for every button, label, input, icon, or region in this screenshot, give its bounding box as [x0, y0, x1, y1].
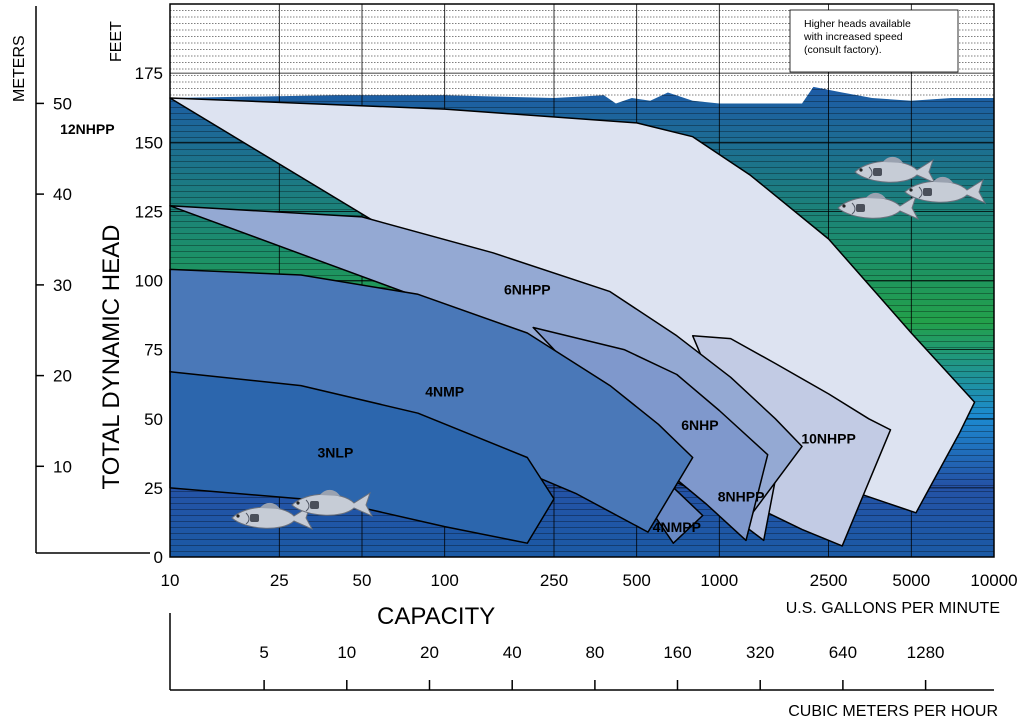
fish-icon	[231, 502, 314, 531]
x2-axis-unit: CUBIC METERS PER HOUR	[788, 703, 998, 720]
x-axis-label: CAPACITY	[377, 603, 495, 630]
region-label-12nhpp: 12NHPP	[60, 121, 114, 137]
x2-tick-label: 320	[746, 643, 774, 662]
y-axis-feet-unit: FEET	[108, 21, 125, 62]
y-feet-tick-label: 175	[135, 64, 163, 83]
x2-tick-label: 5	[259, 643, 268, 662]
x-axis-gpm-ticks: 10 25 50 100 250 500 1000 2500 5000 10000	[161, 571, 1018, 590]
y-meters-tick-label: 20	[53, 367, 72, 386]
fish-icon	[837, 192, 920, 221]
note-line-2: with increased speed	[803, 31, 903, 43]
x-gpm-tick-label: 50	[353, 571, 372, 590]
y-meters-tick-label: 10	[53, 457, 72, 476]
x-gpm-tick-label: 250	[540, 571, 568, 590]
fish-icon	[854, 156, 937, 185]
y-feet-tick-label: 0	[154, 548, 163, 567]
x-gpm-tick-label: 1000	[700, 571, 738, 590]
x-gpm-tick-label: 25	[270, 571, 289, 590]
x2-tick-label: 1280	[907, 643, 945, 662]
note-box	[789, 9, 959, 73]
plot-frame	[169, 3, 995, 558]
x-gpm-tick-label: 10000	[970, 571, 1017, 590]
y-meters-tick-label: 50	[53, 94, 72, 113]
y-axis-meters-ticks: 10 20 30 40 50	[36, 94, 72, 476]
x-gpm-tick-label: 2500	[810, 571, 848, 590]
x2-tick-label: 640	[829, 643, 857, 662]
x2-tick-label: 80	[585, 643, 604, 662]
x2-tick-label: 20	[420, 643, 439, 662]
note-line-3: (consult factory).	[804, 44, 882, 56]
y-feet-tick-label: 25	[144, 479, 163, 498]
region-label-8nhpp: 8NHPP	[718, 489, 765, 505]
y-axis-meters-unit: METERS	[11, 35, 28, 102]
x-gpm-tick-label: 100	[431, 571, 459, 590]
region-label-4nmpp: 4NMPP	[653, 519, 701, 535]
x2-tick-label: 160	[663, 643, 691, 662]
fish-icon	[904, 176, 987, 205]
y-feet-tick-label: 125	[135, 202, 163, 221]
note-line-1: Higher heads available	[804, 18, 911, 30]
region-label-4nmp: 4NMP	[425, 384, 464, 400]
x2-tick-label: 40	[503, 643, 522, 662]
x-gpm-tick-label: 500	[623, 571, 651, 590]
region-3nlp	[169, 370, 555, 544]
x-gpm-tick-label: 10	[161, 571, 180, 590]
x-gpm-tick-label: 5000	[892, 571, 930, 590]
x-axis-gpm-unit: U.S. GALLONS PER MINUTE	[786, 600, 1000, 617]
pump-regions	[169, 97, 976, 547]
y-meters-tick-label: 30	[53, 276, 72, 295]
region-label-3nlp: 3NLP	[318, 445, 354, 461]
x2-axis-ticks: 5 10 20 40 80 160 320 640 1280	[259, 643, 945, 690]
fish-decorations	[231, 156, 987, 531]
y-axis-label: TOTAL DYNAMIC HEAD	[98, 225, 125, 490]
pump-region-labels: 12NHPP 10NHPP 8NHPP 6NHPP 6NHP 4NMPP 4NMP 3NLP	[60, 121, 856, 535]
fish-icon	[291, 489, 374, 518]
x2-tick-label: 10	[337, 643, 356, 662]
y-feet-tick-label: 150	[135, 133, 163, 152]
region-label-6nhpp: 6NHPP	[504, 281, 551, 297]
y-feet-tick-label: 100	[135, 272, 163, 291]
y-axis-feet-ticks: 0 25 50 75 100 125 150 175	[135, 64, 163, 567]
region-label-6nhp: 6NHP	[681, 417, 718, 433]
region-label-10nhpp: 10NHPP	[801, 431, 855, 447]
y-feet-tick-label: 50	[144, 410, 163, 429]
y-feet-tick-label: 75	[144, 341, 163, 360]
y-meters-tick-label: 40	[53, 185, 72, 204]
